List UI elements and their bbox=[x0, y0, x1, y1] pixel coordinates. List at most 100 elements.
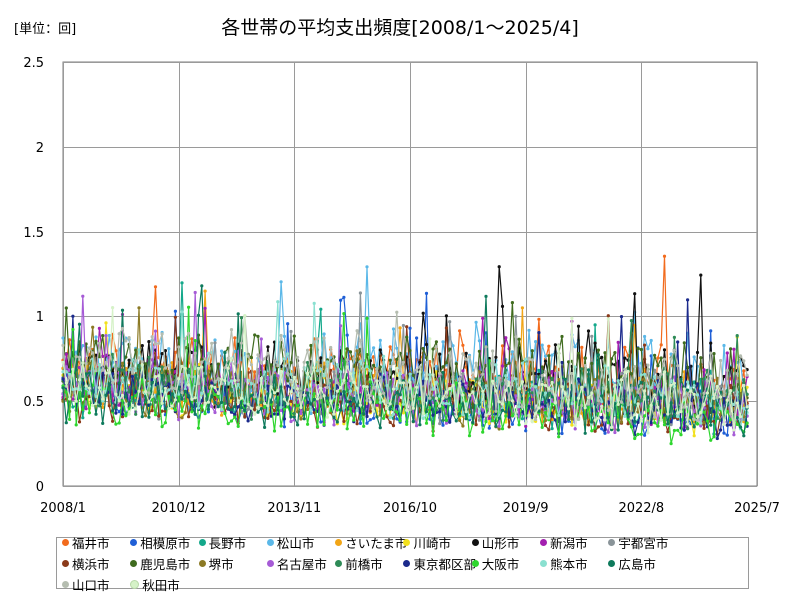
data-point bbox=[127, 402, 131, 406]
data-point bbox=[130, 403, 134, 407]
data-point bbox=[150, 394, 154, 398]
data-point bbox=[84, 362, 88, 366]
data-point bbox=[325, 385, 329, 389]
data-point bbox=[636, 390, 640, 394]
data-point bbox=[196, 382, 201, 386]
data-point bbox=[692, 355, 696, 359]
legend-label: 前橋市 bbox=[345, 557, 383, 572]
data-point bbox=[471, 405, 475, 409]
data-point bbox=[550, 380, 554, 385]
data-point bbox=[477, 349, 481, 353]
data-point bbox=[576, 417, 581, 421]
data-point bbox=[137, 356, 141, 360]
data-point bbox=[249, 417, 253, 421]
data-point bbox=[81, 416, 85, 420]
data-point bbox=[144, 362, 148, 366]
data-point bbox=[600, 394, 604, 398]
legend-item: 熊本市 bbox=[540, 553, 608, 574]
data-point bbox=[319, 363, 323, 368]
data-point bbox=[477, 402, 481, 406]
data-point bbox=[527, 404, 531, 408]
data-point bbox=[540, 402, 544, 406]
data-point bbox=[335, 408, 339, 412]
data-point bbox=[570, 417, 574, 421]
series-line bbox=[62, 306, 748, 445]
data-point bbox=[348, 350, 353, 354]
data-point bbox=[322, 422, 326, 427]
data-point bbox=[553, 343, 558, 347]
data-point bbox=[137, 402, 141, 406]
data-point bbox=[236, 424, 240, 428]
legend-marker bbox=[540, 539, 548, 546]
data-point bbox=[603, 418, 607, 422]
data-point bbox=[481, 408, 485, 412]
data-point bbox=[144, 414, 148, 418]
data-point bbox=[345, 400, 349, 404]
data-point bbox=[576, 377, 581, 381]
legend-item: 横浜市 bbox=[62, 553, 130, 574]
data-point bbox=[530, 387, 534, 391]
data-point bbox=[527, 388, 531, 392]
data-point bbox=[666, 422, 670, 426]
data-point bbox=[398, 368, 402, 372]
data-point bbox=[134, 348, 138, 352]
data-point bbox=[289, 419, 293, 424]
data-point bbox=[183, 389, 187, 393]
data-point bbox=[312, 410, 316, 415]
data-point bbox=[672, 348, 677, 352]
data-point bbox=[722, 431, 726, 435]
data-point bbox=[114, 406, 118, 410]
data-point bbox=[368, 369, 372, 373]
data-point bbox=[226, 356, 230, 360]
data-point bbox=[256, 334, 260, 338]
data-point bbox=[391, 361, 396, 366]
data-point bbox=[200, 399, 204, 403]
data-point bbox=[421, 411, 425, 415]
data-point bbox=[686, 403, 690, 407]
data-point bbox=[187, 367, 191, 371]
data-point bbox=[107, 333, 111, 338]
data-point bbox=[448, 320, 452, 324]
data-point bbox=[378, 372, 382, 376]
data-point bbox=[263, 357, 267, 361]
data-point bbox=[272, 391, 277, 395]
data-point bbox=[71, 397, 75, 401]
data-point bbox=[444, 314, 448, 318]
data-point bbox=[382, 391, 386, 395]
data-point bbox=[537, 409, 541, 413]
data-point bbox=[494, 363, 498, 367]
data-point bbox=[570, 371, 574, 376]
legend-label: 横浜市 bbox=[72, 557, 110, 572]
data-point bbox=[434, 370, 438, 374]
data-point bbox=[173, 408, 177, 412]
data-point bbox=[160, 425, 164, 429]
data-point bbox=[329, 368, 333, 372]
data-point bbox=[180, 397, 184, 401]
data-point bbox=[368, 380, 372, 384]
data-point bbox=[676, 364, 680, 368]
data-point bbox=[491, 379, 495, 383]
data-point bbox=[107, 371, 111, 375]
data-point bbox=[229, 379, 234, 383]
data-point bbox=[629, 319, 634, 323]
data-point bbox=[699, 410, 703, 414]
data-point bbox=[497, 427, 501, 431]
legend-label: 福井市 bbox=[72, 536, 110, 551]
data-point bbox=[117, 421, 121, 425]
data-point bbox=[292, 400, 296, 404]
legend-item: 鹿児島市 bbox=[130, 553, 198, 574]
data-point bbox=[666, 412, 670, 416]
data-point bbox=[220, 400, 224, 404]
data-point bbox=[669, 423, 673, 427]
data-point bbox=[150, 409, 154, 413]
data-point bbox=[458, 381, 462, 385]
legend-item: 相模原市 bbox=[130, 532, 198, 553]
data-point bbox=[613, 351, 617, 355]
data-point bbox=[167, 407, 171, 411]
data-point bbox=[504, 336, 508, 340]
data-point bbox=[735, 422, 739, 426]
data-point bbox=[715, 395, 719, 399]
data-point bbox=[454, 362, 458, 366]
data-point bbox=[160, 373, 164, 377]
data-point bbox=[431, 373, 435, 377]
